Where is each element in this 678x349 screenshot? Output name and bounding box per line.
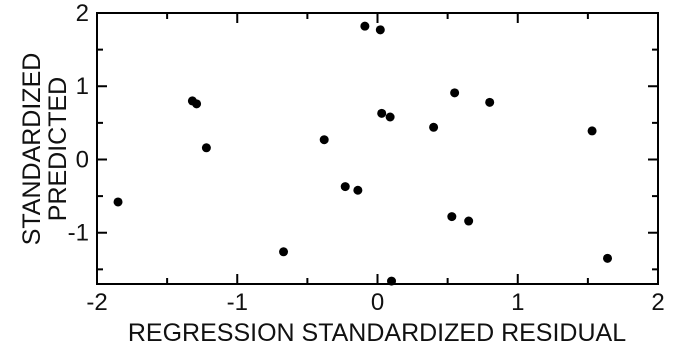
data-point [429, 122, 439, 132]
x-tick-label: -1 [227, 289, 248, 316]
data-point [353, 185, 363, 195]
data-point [587, 126, 597, 136]
data-point [340, 182, 350, 192]
y-tick-label: -1 [68, 220, 89, 247]
data-point [385, 112, 395, 122]
data-point [377, 108, 387, 118]
x-axis-label: REGRESSION STANDARDIZED RESIDUAL [128, 319, 626, 347]
x-tick-label: -2 [86, 289, 107, 316]
x-tick-label: 1 [511, 289, 524, 316]
axis-tick-labels: -2 -1 0 1 2 2 1 0 -1 [68, 0, 665, 316]
data-point [603, 253, 613, 263]
data-point [201, 143, 211, 153]
data-point [319, 135, 329, 145]
x-tick-label: 0 [371, 289, 384, 316]
data-point [450, 88, 460, 98]
data-point [113, 197, 123, 207]
y-axis-label-line-1: STANDARDIZED [18, 53, 46, 246]
y-tick-label: 2 [76, 0, 89, 27]
plot-frame [96, 12, 659, 285]
data-point [279, 247, 289, 257]
data-point [192, 99, 202, 109]
y-tick-label: 0 [76, 146, 89, 173]
data-points [113, 21, 613, 286]
x-tick-label: 2 [651, 289, 664, 316]
data-point [387, 276, 397, 286]
axis-ticks [96, 12, 659, 284]
data-point [360, 21, 370, 31]
data-point [375, 25, 385, 35]
data-point [447, 212, 457, 222]
data-point [485, 97, 495, 107]
y-tick-label: 1 [76, 73, 89, 100]
y-axis-label-line-2: PREDICTED [44, 77, 72, 221]
data-point [464, 216, 474, 226]
y-axis-label: STANDARDIZED PREDICTED [18, 53, 72, 246]
